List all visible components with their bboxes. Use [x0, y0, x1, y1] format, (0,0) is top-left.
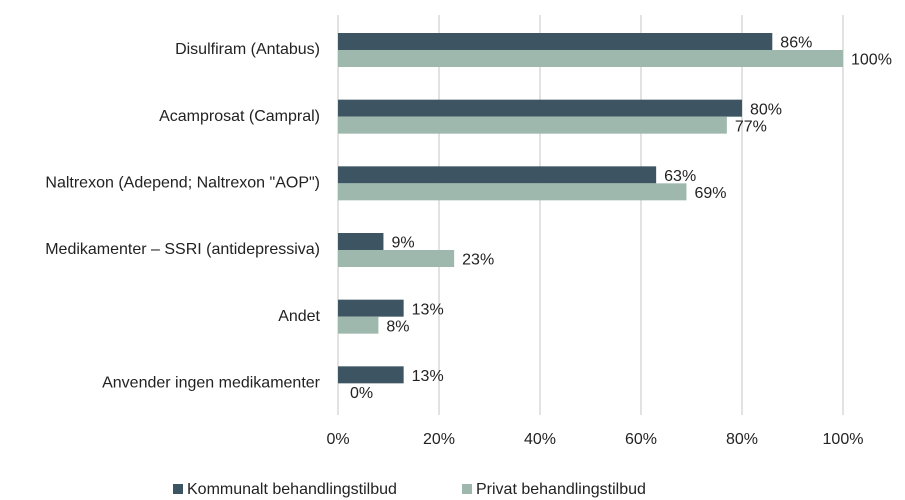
data-label: 23% — [462, 252, 494, 269]
bar — [338, 233, 384, 250]
legend-swatch — [173, 484, 183, 494]
bar — [338, 116, 727, 134]
x-tick-label: 20% — [423, 431, 455, 448]
data-label: 77% — [735, 118, 767, 135]
data-label: 100% — [851, 52, 892, 69]
category-label: Anvender ingen medikamenter — [102, 375, 321, 392]
data-label: 13% — [412, 301, 444, 318]
x-tick-label: 60% — [625, 431, 657, 448]
x-tick-label: 100% — [823, 431, 864, 448]
category-label: Andet — [278, 308, 320, 325]
data-label: 69% — [694, 185, 726, 202]
bar — [338, 183, 687, 201]
data-label: 13% — [412, 368, 444, 385]
data-label: 9% — [391, 235, 414, 252]
bar — [338, 99, 742, 117]
x-tick-label: 40% — [524, 431, 556, 448]
data-label: 0% — [350, 385, 373, 402]
bar — [338, 366, 404, 384]
category-label: Naltrexon (Adepend; Naltrexon "AOP") — [45, 175, 320, 192]
data-label: 8% — [386, 318, 409, 335]
bar — [338, 50, 843, 67]
legend-swatch — [462, 484, 472, 494]
data-label: 86% — [780, 35, 812, 52]
category-label: Medikamenter – SSRI (antidepressiva) — [45, 241, 320, 258]
data-label: 63% — [664, 168, 696, 185]
legend-label: Kommunalt behandlingstilbud — [187, 481, 397, 498]
legend-label: Privat behandlingstilbud — [476, 481, 646, 498]
category-label: Disulfiram (Antabus) — [175, 41, 320, 58]
bar — [338, 33, 773, 50]
bar — [338, 299, 404, 317]
x-tick-label: 80% — [726, 431, 758, 448]
bar — [338, 166, 657, 184]
bar — [338, 250, 455, 267]
data-label: 80% — [750, 101, 782, 118]
x-tick-label: 0% — [326, 431, 349, 448]
category-label: Acamprosat (Campral) — [159, 108, 320, 125]
bar — [338, 316, 379, 334]
